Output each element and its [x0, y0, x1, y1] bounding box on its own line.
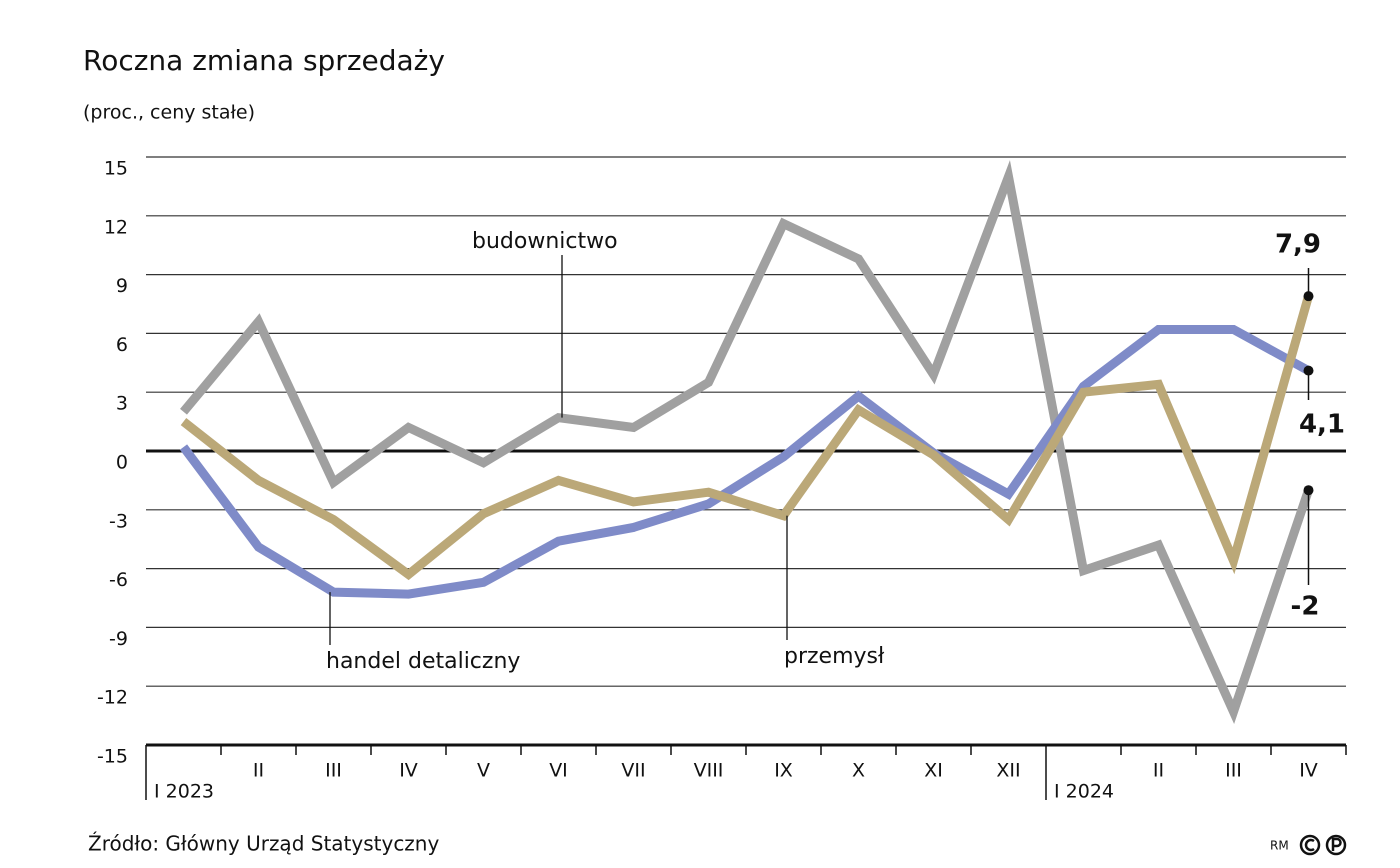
- end-dot: [1303, 291, 1314, 302]
- y-tick-label: -15: [97, 746, 128, 768]
- x-tick-label: III: [1225, 760, 1242, 782]
- y-tick-label: 12: [104, 216, 128, 238]
- x-tick-label: XI: [924, 760, 943, 782]
- copyright-icons: [1299, 834, 1347, 856]
- x-tick-label: II: [1153, 760, 1164, 782]
- series-line: [179, 324, 1311, 599]
- x-tick-label: II: [253, 760, 264, 782]
- x-tick-label: IV: [399, 760, 418, 782]
- y-tick-label: -9: [109, 628, 128, 650]
- y-tick-label: -12: [97, 687, 128, 709]
- x-tick-label: V: [477, 760, 490, 782]
- y-tick-label: 6: [116, 334, 128, 356]
- y-tick-label: 15: [104, 158, 128, 180]
- y-tick-label: -6: [109, 569, 128, 591]
- y-tick-label: 9: [116, 275, 128, 297]
- series-label: budownictwo: [472, 229, 618, 254]
- end-dot: [1303, 365, 1314, 376]
- series-line: [180, 294, 1313, 581]
- x-tick-label: VI: [549, 760, 568, 782]
- credit: RM: [1270, 839, 1289, 853]
- value-label: 7,9: [1275, 230, 1321, 260]
- x-tick-label: III: [325, 760, 342, 782]
- x-tick-label: VII: [621, 760, 645, 782]
- value-label: -2: [1291, 592, 1320, 622]
- chart-title: Roczna zmiana sprzedaży: [83, 44, 445, 77]
- y-tick-label: -3: [109, 510, 128, 532]
- series-label: handel detaliczny: [326, 649, 520, 674]
- x-tick-label: I 2023: [154, 781, 214, 803]
- source: Źródło: Główny Urząd Statystyczny: [88, 832, 439, 856]
- x-tick-label: XII: [996, 760, 1020, 782]
- y-tick-label: 3: [116, 393, 128, 415]
- x-tick-label: VIII: [694, 760, 724, 782]
- x-tick-label: IV: [1299, 760, 1318, 782]
- chart-subtitle: (proc., ceny stałe): [83, 102, 255, 124]
- x-tick-label: X: [852, 760, 865, 782]
- series-line: [180, 160, 1313, 724]
- x-tick-label: I 2024: [1054, 781, 1114, 803]
- y-tick-label: 0: [116, 452, 128, 474]
- series-label: przemysł: [784, 644, 885, 669]
- x-tick-label: IX: [774, 760, 793, 782]
- end-dot: [1303, 485, 1314, 496]
- value-label: 4,1: [1299, 410, 1345, 440]
